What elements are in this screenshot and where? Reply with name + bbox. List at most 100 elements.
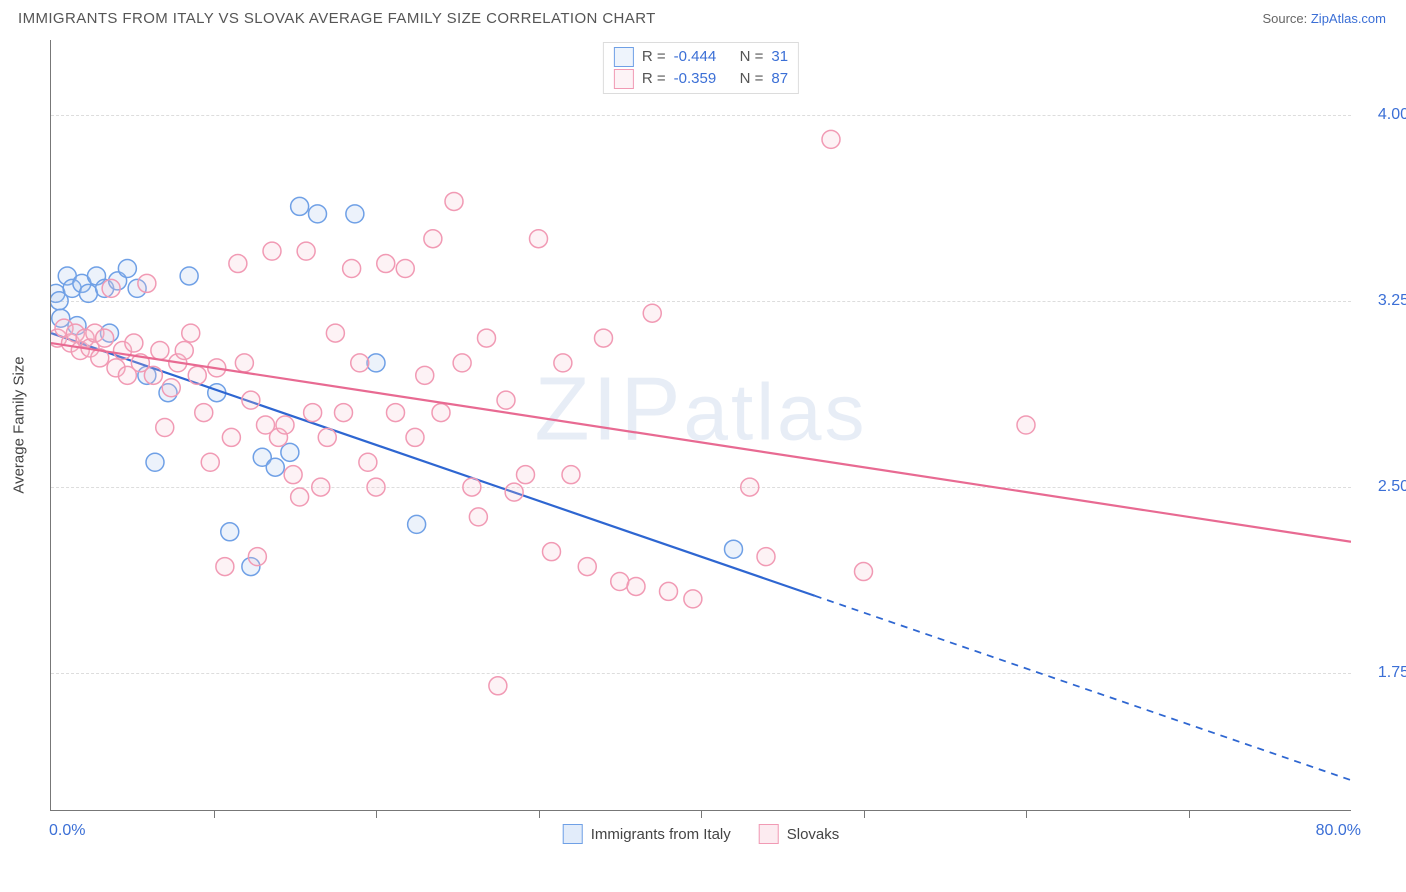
data-point-italy	[346, 205, 364, 223]
data-point-slovaks	[175, 341, 193, 359]
data-point-slovaks	[757, 548, 775, 566]
n-label: N =	[740, 46, 764, 68]
data-point-slovaks	[578, 558, 596, 576]
r-value: -0.444	[674, 46, 726, 68]
data-point-slovaks	[517, 466, 535, 484]
data-point-slovaks	[343, 260, 361, 278]
plot-area: Average Family Size ZIPatlas R =-0.444N …	[50, 40, 1351, 811]
data-point-slovaks	[595, 329, 613, 347]
data-point-slovaks	[643, 304, 661, 322]
x-axis-min-label: 0.0%	[49, 822, 85, 840]
x-tick	[1026, 810, 1027, 818]
data-point-slovaks	[478, 329, 496, 347]
trendline-slovaks	[51, 343, 1351, 542]
data-point-slovaks	[424, 230, 442, 248]
data-point-slovaks	[611, 572, 629, 590]
legend-item-slovaks[interactable]: Slovaks	[759, 824, 840, 844]
r-label: R =	[642, 68, 666, 90]
x-tick	[214, 810, 215, 818]
data-point-italy	[146, 453, 164, 471]
chart-title: IMMIGRANTS FROM ITALY VS SLOVAK AVERAGE …	[18, 10, 656, 27]
data-point-slovaks	[151, 341, 169, 359]
chart-source: Source: ZipAtlas.com	[1262, 11, 1386, 26]
chart-svg	[51, 40, 1351, 810]
data-point-slovaks	[222, 428, 240, 446]
data-point-slovaks	[144, 366, 162, 384]
data-point-slovaks	[304, 404, 322, 422]
data-point-slovaks	[497, 391, 515, 409]
data-point-slovaks	[235, 354, 253, 372]
data-point-slovaks	[367, 478, 385, 496]
data-point-slovaks	[543, 543, 561, 561]
legend-row-italy: R =-0.444N =31	[614, 46, 788, 68]
data-point-slovaks	[102, 279, 120, 297]
data-point-slovaks	[156, 418, 174, 436]
data-point-italy	[118, 260, 136, 278]
data-point-slovaks	[297, 242, 315, 260]
data-point-slovaks	[263, 242, 281, 260]
source-link[interactable]: ZipAtlas.com	[1311, 11, 1386, 26]
n-value: 87	[771, 68, 788, 90]
data-point-italy	[281, 443, 299, 461]
data-point-slovaks	[377, 255, 395, 273]
data-point-slovaks	[406, 428, 424, 446]
data-point-slovaks	[138, 274, 156, 292]
source-prefix: Source:	[1262, 11, 1310, 26]
r-value: -0.359	[674, 68, 726, 90]
y-tick-label: 3.25	[1359, 292, 1406, 310]
data-point-slovaks	[359, 453, 377, 471]
x-axis-max-label: 80.0%	[1316, 822, 1361, 840]
data-point-slovaks	[684, 590, 702, 608]
data-point-slovaks	[229, 255, 247, 273]
series-legend: Immigrants from Italy Slovaks	[563, 824, 840, 844]
x-tick	[376, 810, 377, 818]
legend-swatch-icon	[563, 824, 583, 844]
legend-item-italy[interactable]: Immigrants from Italy	[563, 824, 731, 844]
data-point-italy	[725, 540, 743, 558]
data-point-slovaks	[188, 366, 206, 384]
n-value: 31	[771, 46, 788, 68]
data-point-slovaks	[432, 404, 450, 422]
data-point-slovaks	[1017, 416, 1035, 434]
data-point-italy	[221, 523, 239, 541]
data-point-slovaks	[351, 354, 369, 372]
data-point-slovaks	[326, 324, 344, 342]
legend-swatch-icon	[614, 69, 634, 89]
data-point-slovaks	[248, 548, 266, 566]
data-point-slovaks	[318, 428, 336, 446]
chart-header: IMMIGRANTS FROM ITALY VS SLOVAK AVERAGE …	[0, 0, 1406, 33]
data-point-slovaks	[96, 329, 114, 347]
data-point-slovaks	[195, 404, 213, 422]
data-point-italy	[408, 515, 426, 533]
data-point-slovaks	[463, 478, 481, 496]
legend-swatch-icon	[614, 47, 634, 67]
data-point-italy	[367, 354, 385, 372]
data-point-italy	[266, 458, 284, 476]
data-point-slovaks	[216, 558, 234, 576]
trendline-extrapolated-italy	[815, 596, 1351, 780]
data-point-slovaks	[284, 466, 302, 484]
data-point-slovaks	[660, 582, 678, 600]
y-axis-label: Average Family Size	[11, 356, 28, 493]
correlation-legend: R =-0.444N =31R =-0.359N =87	[603, 42, 799, 94]
x-tick	[864, 810, 865, 818]
x-tick	[701, 810, 702, 818]
y-tick-label: 2.50	[1359, 478, 1406, 496]
data-point-slovaks	[627, 577, 645, 595]
data-point-slovaks	[242, 391, 260, 409]
data-point-slovaks	[505, 483, 523, 501]
data-point-slovaks	[445, 192, 463, 210]
x-tick	[539, 810, 540, 818]
data-point-slovaks	[469, 508, 487, 526]
y-tick-label: 4.00	[1359, 106, 1406, 124]
data-point-italy	[79, 284, 97, 302]
n-label: N =	[740, 68, 764, 90]
data-point-slovaks	[201, 453, 219, 471]
data-point-slovaks	[335, 404, 353, 422]
data-point-slovaks	[396, 260, 414, 278]
data-point-italy	[309, 205, 327, 223]
data-point-slovaks	[741, 478, 759, 496]
data-point-slovaks	[530, 230, 548, 248]
plot-wrapper: Average Family Size ZIPatlas R =-0.444N …	[50, 40, 1390, 840]
data-point-slovaks	[489, 677, 507, 695]
